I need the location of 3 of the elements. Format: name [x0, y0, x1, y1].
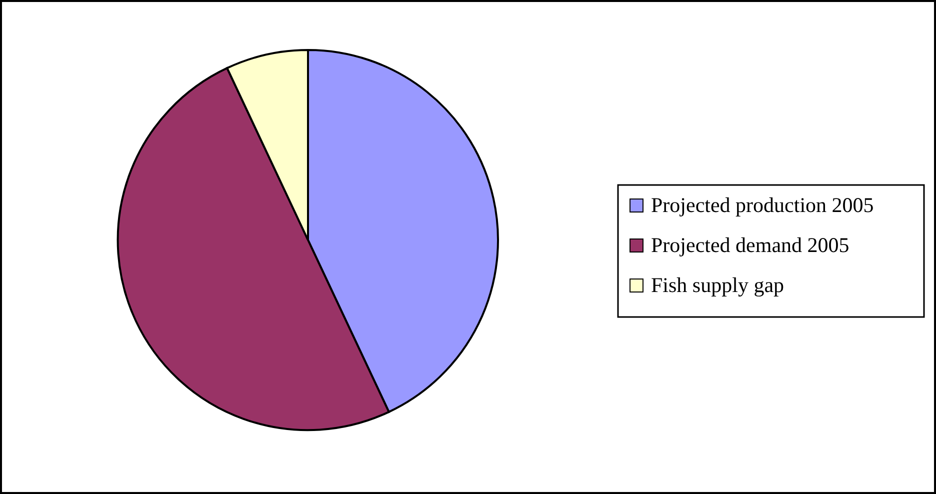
legend-label: Projected demand 2005	[651, 233, 850, 257]
legend-label: Projected production 2005	[651, 193, 874, 217]
legend-label: Fish supply gap	[651, 273, 784, 297]
